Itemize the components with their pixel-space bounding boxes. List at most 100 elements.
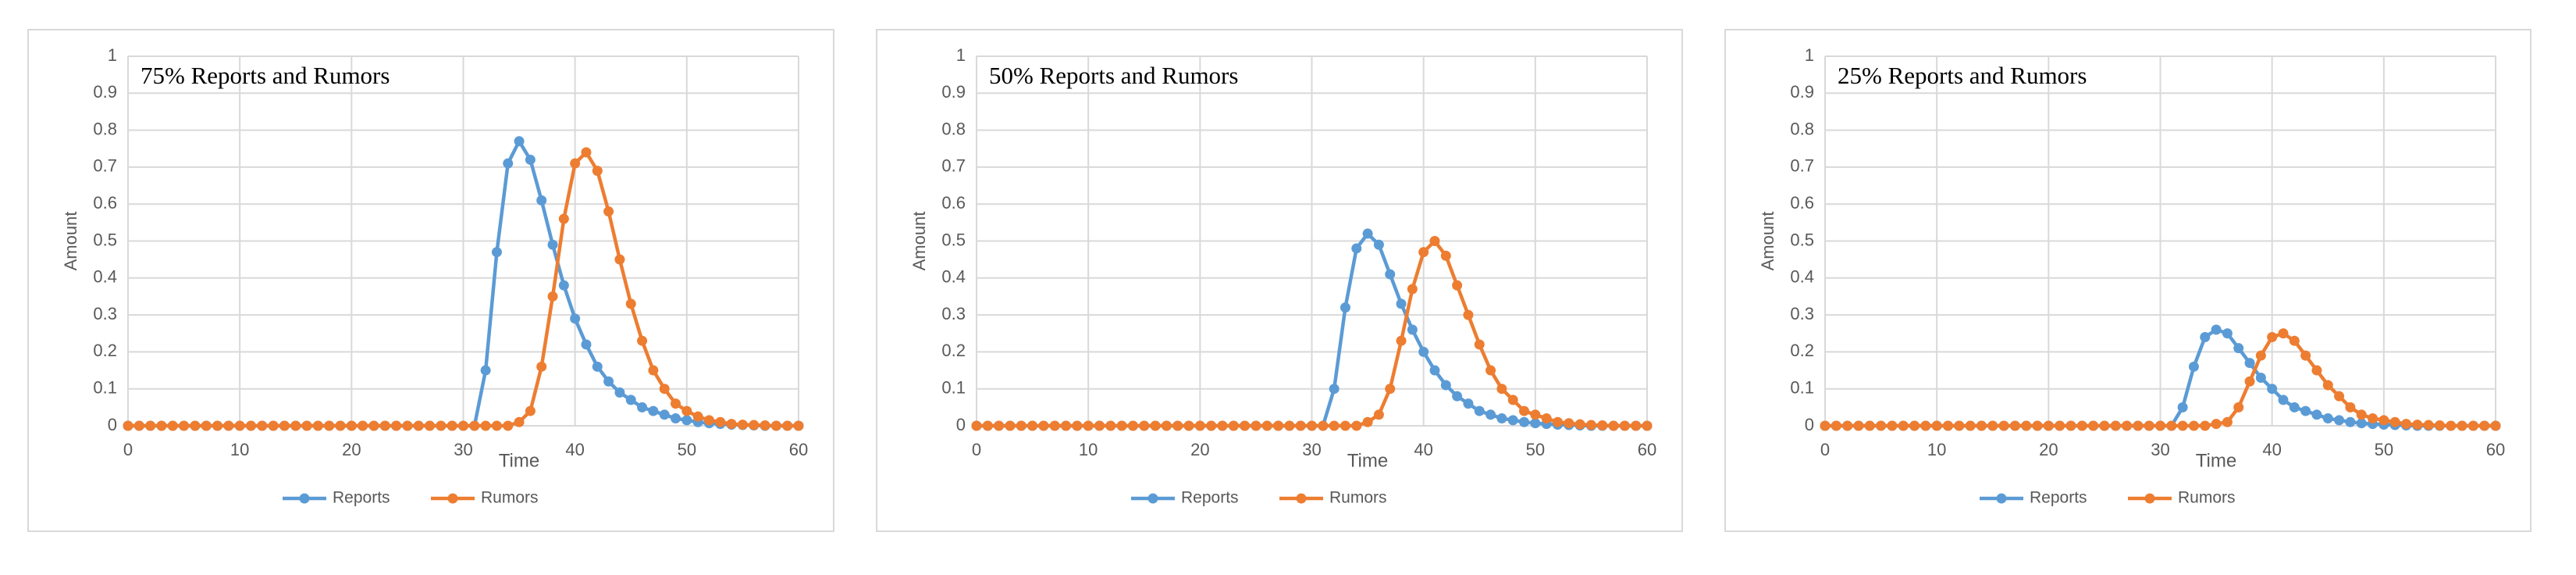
data-point <box>1183 420 1194 431</box>
data-point <box>1887 420 1898 431</box>
data-point <box>1016 420 1026 431</box>
data-point <box>1931 420 1942 431</box>
data-point <box>737 420 748 430</box>
data-point <box>458 420 468 431</box>
data-point <box>2055 420 2065 431</box>
data-point <box>1976 420 1987 431</box>
data-point <box>1228 420 1239 431</box>
data-point <box>2255 350 2266 361</box>
data-point <box>2345 402 2356 412</box>
data-point <box>2110 420 2121 431</box>
data-point <box>279 420 290 431</box>
data-point <box>2177 420 2188 431</box>
data-point <box>2233 402 2244 412</box>
data-point <box>301 420 312 431</box>
data-point <box>1407 324 1418 335</box>
data-point <box>2065 420 2076 431</box>
legend-label: Reports <box>1181 489 1239 507</box>
y-tick-label: 0.4 <box>1790 267 1814 287</box>
data-point <box>1608 420 1619 431</box>
data-point <box>167 420 178 431</box>
x-tick-label: 50 <box>678 440 696 459</box>
y-tick-label: 0 <box>108 415 117 434</box>
data-point <box>2490 420 2501 431</box>
x-tick-label: 20 <box>2039 440 2058 459</box>
data-point <box>491 420 502 431</box>
data-point <box>346 420 357 431</box>
data-point <box>2289 402 2300 412</box>
data-point <box>1496 384 1507 395</box>
data-point <box>514 136 525 147</box>
y-tick-label: 0.3 <box>941 304 966 323</box>
data-point <box>659 384 670 395</box>
data-point <box>782 420 793 431</box>
data-point <box>1061 420 1072 431</box>
data-point <box>1463 309 1474 320</box>
data-point <box>1385 384 1396 395</box>
x-tick-label: 10 <box>230 440 249 459</box>
data-point <box>2211 324 2222 335</box>
data-point <box>1574 419 1585 430</box>
x-tick-label: 30 <box>454 440 472 459</box>
data-point <box>2244 358 2255 369</box>
y-tick-label: 0.8 <box>941 119 966 138</box>
data-point <box>536 195 547 205</box>
data-point <box>312 420 323 431</box>
data-point <box>1642 420 1653 431</box>
panel-frame <box>27 29 834 532</box>
data-point <box>1038 420 1049 431</box>
data-point <box>1340 302 1350 313</box>
data-point <box>1418 346 1429 357</box>
legend-label: Rumors <box>1329 489 1387 507</box>
x-tick-label: 30 <box>1302 440 1321 459</box>
data-point <box>2389 416 2400 427</box>
data-point <box>1541 413 1552 424</box>
x-tick-label: 60 <box>1638 440 1656 459</box>
y-tick-label: 0.9 <box>93 82 117 102</box>
x-tick-label: 0 <box>972 440 981 459</box>
data-point <box>156 420 167 431</box>
legend-label: Reports <box>333 489 390 507</box>
data-point <box>625 395 636 405</box>
y-tick-label: 0 <box>1805 415 1814 434</box>
data-point <box>2222 416 2233 427</box>
data-point <box>1920 420 1931 431</box>
data-point <box>2278 328 2289 339</box>
data-point <box>2467 420 2478 431</box>
data-point <box>1150 420 1161 431</box>
data-point <box>1474 339 1485 350</box>
data-point <box>614 254 625 265</box>
data-point <box>2144 420 2154 431</box>
data-point <box>525 154 535 165</box>
data-point <box>2300 405 2311 416</box>
data-point <box>368 420 379 431</box>
data-point <box>1876 420 1887 431</box>
data-point <box>671 413 681 424</box>
y-tick-label: 0.5 <box>941 230 966 249</box>
x-tick-label: 40 <box>2262 440 2281 459</box>
data-point <box>1240 420 1251 431</box>
x-tick-label: 40 <box>565 440 584 459</box>
data-point <box>2166 420 2177 431</box>
legend-label: Rumors <box>481 489 539 507</box>
data-point <box>245 420 256 431</box>
data-point <box>2032 420 2043 431</box>
data-point <box>692 411 703 422</box>
data-point <box>1105 420 1116 431</box>
data-point <box>1429 365 1440 376</box>
data-point <box>1318 420 1329 431</box>
data-point <box>268 420 279 431</box>
y-tick-label: 1 <box>956 45 966 65</box>
data-point <box>749 420 760 430</box>
data-point <box>2155 420 2165 431</box>
y-tick-label: 0.4 <box>941 267 966 287</box>
data-point <box>1139 420 1150 431</box>
chart-panel: 00.10.20.30.40.50.60.70.80.910 10 20 30 40 50… <box>876 29 1683 532</box>
data-point <box>133 420 144 431</box>
data-point <box>2267 331 2278 342</box>
data-point <box>2233 343 2244 354</box>
y-tick-label: 0.1 <box>93 378 117 398</box>
x-tick-label: 0 <box>123 440 133 459</box>
data-point <box>1909 420 1920 431</box>
